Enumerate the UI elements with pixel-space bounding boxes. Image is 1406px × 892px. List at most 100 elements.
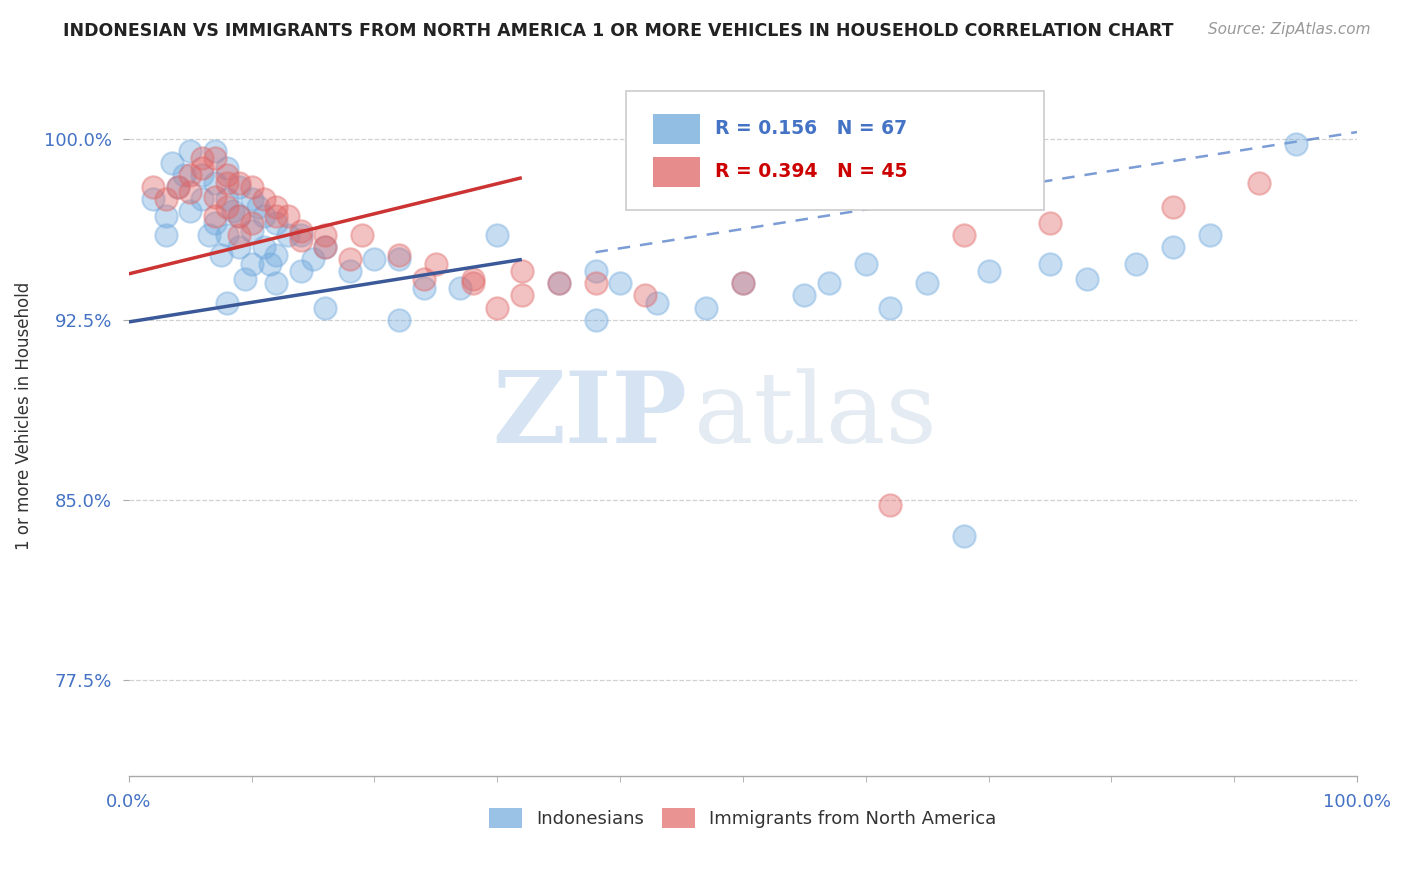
Point [173,169,195,183]
Bar [654,157,700,187]
Point [191,161,214,175]
Point [486,301,509,315]
Point [179,204,201,219]
Point [228,176,250,190]
Point [240,224,263,238]
Point [953,228,976,243]
Point [879,301,901,315]
Point [204,190,226,204]
Point [197,228,219,243]
Point [253,240,276,254]
Point [228,240,250,254]
Point [1039,257,1062,271]
Point [314,301,336,315]
Point [977,264,1000,278]
Point [609,277,631,291]
Point [191,169,214,183]
Point [585,277,607,291]
Point [486,228,509,243]
Point [695,301,717,315]
Point [215,200,238,214]
Point [155,209,177,223]
Point [209,247,232,261]
Point [425,257,447,271]
Point [1076,271,1098,285]
Point [449,281,471,295]
Point [818,277,841,291]
Point [240,257,263,271]
Point [204,176,226,190]
Text: atlas: atlas [693,368,936,464]
Point [204,152,226,166]
Text: Source: ZipAtlas.com: Source: ZipAtlas.com [1208,22,1371,37]
Point [246,200,269,214]
Point [277,228,299,243]
Point [363,252,385,267]
Text: R = 0.156   N = 67: R = 0.156 N = 67 [714,120,907,138]
Point [510,288,533,302]
Point [160,156,183,170]
Point [731,277,754,291]
Y-axis label: 1 or more Vehicles in Household: 1 or more Vehicles in Household [15,282,32,549]
Point [547,277,569,291]
Text: ZIP: ZIP [492,368,688,464]
Point [235,271,257,285]
Legend: Indonesians, Immigrants from North America: Indonesians, Immigrants from North Ameri… [482,800,1004,836]
Point [215,161,238,175]
Point [352,228,374,243]
Point [264,247,287,261]
Point [253,209,276,223]
Point [155,228,177,243]
FancyBboxPatch shape [626,91,1043,211]
Point [228,228,250,243]
Point [259,257,281,271]
Point [1198,228,1220,243]
Point [314,228,336,243]
Point [290,228,312,243]
Point [412,271,434,285]
Point [215,295,238,310]
Point [510,264,533,278]
Point [204,216,226,230]
Point [240,216,263,230]
Bar [654,113,700,144]
Point [339,252,361,267]
Point [879,498,901,512]
Point [461,271,484,285]
Point [388,247,411,261]
Point [204,145,226,159]
Point [191,192,214,206]
Point [290,224,312,238]
Text: R = 0.394   N = 45: R = 0.394 N = 45 [714,162,907,181]
Point [240,180,263,194]
Point [167,180,190,194]
Point [167,180,190,194]
Point [645,295,668,310]
Point [215,176,238,190]
Point [179,145,201,159]
Point [215,192,238,206]
Point [388,312,411,326]
Point [215,228,238,243]
Point [290,264,312,278]
Point [264,216,287,230]
Point [179,185,201,199]
Point [191,152,214,166]
Point [179,169,201,183]
Point [633,288,655,302]
Point [585,264,607,278]
Point [1161,240,1184,254]
Point [142,192,165,206]
Point [228,180,250,194]
Point [388,252,411,267]
Point [240,192,263,206]
Point [215,169,238,183]
Point [1161,200,1184,214]
Point [1247,176,1270,190]
Point [264,209,287,223]
Point [155,192,177,206]
Point [1125,257,1147,271]
Text: INDONESIAN VS IMMIGRANTS FROM NORTH AMERICA 1 OR MORE VEHICLES IN HOUSEHOLD CORR: INDONESIAN VS IMMIGRANTS FROM NORTH AMER… [63,22,1174,40]
Point [228,209,250,223]
Point [1039,216,1062,230]
